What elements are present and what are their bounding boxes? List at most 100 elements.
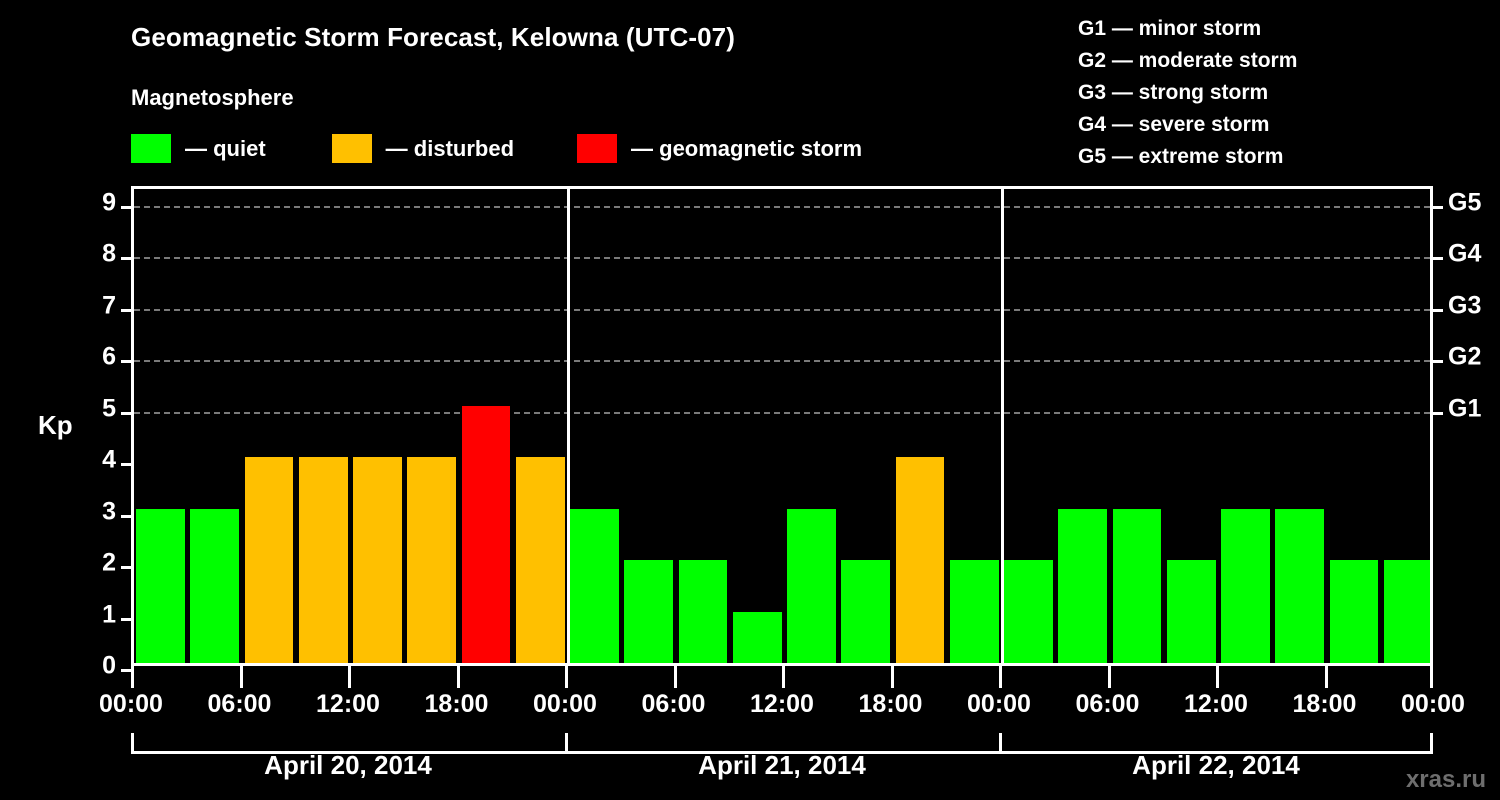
x-tick-mark (1107, 666, 1111, 688)
x-tick-mark (999, 666, 1002, 688)
x-tick-mark (348, 666, 351, 688)
plot-area (121, 186, 1443, 672)
g-scale-legend-item: G4 — severe storm (1078, 113, 1270, 136)
x-tick-label: 12:00 (316, 690, 380, 718)
bar (407, 457, 456, 663)
bar (1275, 508, 1324, 663)
y-tick-label: 1 (102, 600, 116, 628)
gridline (134, 257, 1430, 259)
day-separator (566, 189, 570, 663)
disturbed-swatch (331, 134, 372, 163)
right-tick-label: G3 (1448, 291, 1482, 319)
y-tick-label: 2 (102, 548, 116, 577)
y-tick-label: 6 (102, 342, 116, 371)
day-bracket-tick (565, 733, 568, 754)
y-tick-label: 0 (102, 651, 116, 680)
x-tick-label: 06:00 (207, 690, 272, 718)
x-tick-label: 00:00 (99, 690, 163, 718)
g-scale-legend: G1 — minor storm G2 — moderate storm G3 … (1078, 13, 1297, 173)
gridline (134, 205, 1430, 208)
right-axis-labels: G1 G2 G3 G4 G5 (1448, 0, 1500, 800)
rail-line (131, 751, 1433, 754)
right-tick-mark (1430, 308, 1443, 312)
g-scale-legend-item: G5 — extreme storm (1078, 145, 1284, 168)
page-title: Geomagnetic Storm Forecast, Kelowna (UTC… (131, 22, 735, 52)
x-tick-label: 06:00 (1075, 690, 1140, 718)
section-label-magnetosphere: Magnetosphere (131, 85, 294, 110)
gridline (134, 411, 1430, 414)
y-tick-mark (121, 514, 134, 518)
bar (244, 457, 294, 663)
x-tick-label: 00:00 (533, 690, 597, 718)
watermark: xras.ru (1405, 766, 1486, 793)
right-tick-mark (1430, 205, 1443, 209)
right-tick-mark (1430, 411, 1443, 415)
y-tick-label: 4 (102, 445, 116, 474)
color-legend: — quiet — disturbed — geomagnetic storm (131, 134, 862, 163)
x-tick-mark (1216, 666, 1219, 688)
legend-label-quiet: — quiet (185, 135, 266, 161)
x-tick-label: 18:00 (1292, 690, 1357, 718)
g-scale-legend-item: G1 — minor storm (1078, 17, 1262, 40)
day-label: April 22, 2014 (1132, 750, 1300, 780)
day-label: April 20, 2014 (264, 750, 432, 780)
y-tick-label: 9 (102, 188, 116, 216)
bar (1058, 508, 1107, 663)
day-label: April 21, 2014 (698, 750, 866, 780)
bar (1383, 560, 1430, 663)
storm-swatch (577, 134, 618, 163)
bar (1004, 560, 1053, 663)
x-tick-mark (1324, 666, 1328, 688)
x-tick-label: 12:00 (750, 690, 814, 718)
y-axis-labels: 0 1 2 3 4 5 6 7 8 9 (86, 0, 116, 800)
y-tick-mark (121, 463, 134, 466)
day-separator (1000, 189, 1004, 663)
bar (570, 508, 619, 663)
right-tick-mark (1430, 257, 1443, 260)
x-tick-mark (565, 666, 568, 688)
x-tick-mark (890, 666, 894, 688)
bar (353, 457, 402, 663)
y-tick-label: 3 (102, 497, 116, 525)
legend-item-disturbed: — disturbed (331, 134, 515, 163)
bar (624, 560, 673, 663)
x-tick-label: 18:00 (424, 690, 489, 718)
x-tick-mark (239, 666, 243, 688)
right-tick-label: G1 (1448, 394, 1482, 422)
y-tick-label: 8 (102, 239, 116, 268)
y-tick-label: 7 (102, 291, 116, 319)
bar (1221, 508, 1270, 663)
x-tick-mark (782, 666, 785, 688)
bar (515, 457, 565, 663)
legend-label-disturbed: — disturbed (385, 135, 515, 161)
right-tick-mark (1430, 360, 1443, 363)
bar (1112, 508, 1162, 663)
bar (678, 560, 728, 663)
right-tick-label: G4 (1448, 239, 1482, 268)
x-tick-mark (131, 666, 134, 688)
right-tick-label: G2 (1448, 342, 1482, 371)
bar (298, 457, 348, 663)
g-scale-legend-item: G3 — strong storm (1078, 81, 1269, 104)
bar-series (134, 189, 1430, 663)
legend-item-quiet: — quiet (131, 134, 266, 163)
plot-inner (134, 189, 1430, 663)
day-bracket-rail (0, 733, 1500, 793)
x-tick-mark (456, 666, 460, 688)
bar (190, 508, 239, 663)
y-tick-mark (121, 617, 134, 621)
quiet-swatch (131, 134, 171, 163)
bar (841, 560, 890, 663)
bar (1166, 560, 1216, 663)
y-tick-mark (121, 669, 134, 672)
x-tick-label: 06:00 (641, 690, 706, 718)
day-bracket-tick (999, 733, 1002, 754)
y-tick-mark (121, 205, 134, 209)
x-tick-label: 18:00 (858, 690, 923, 718)
day-bracket-tick (131, 733, 134, 754)
y-tick-mark (121, 257, 134, 260)
legend-label-storm: — geomagnetic storm (631, 135, 863, 161)
bar (461, 405, 511, 663)
x-tick-label: 12:00 (1184, 690, 1248, 718)
